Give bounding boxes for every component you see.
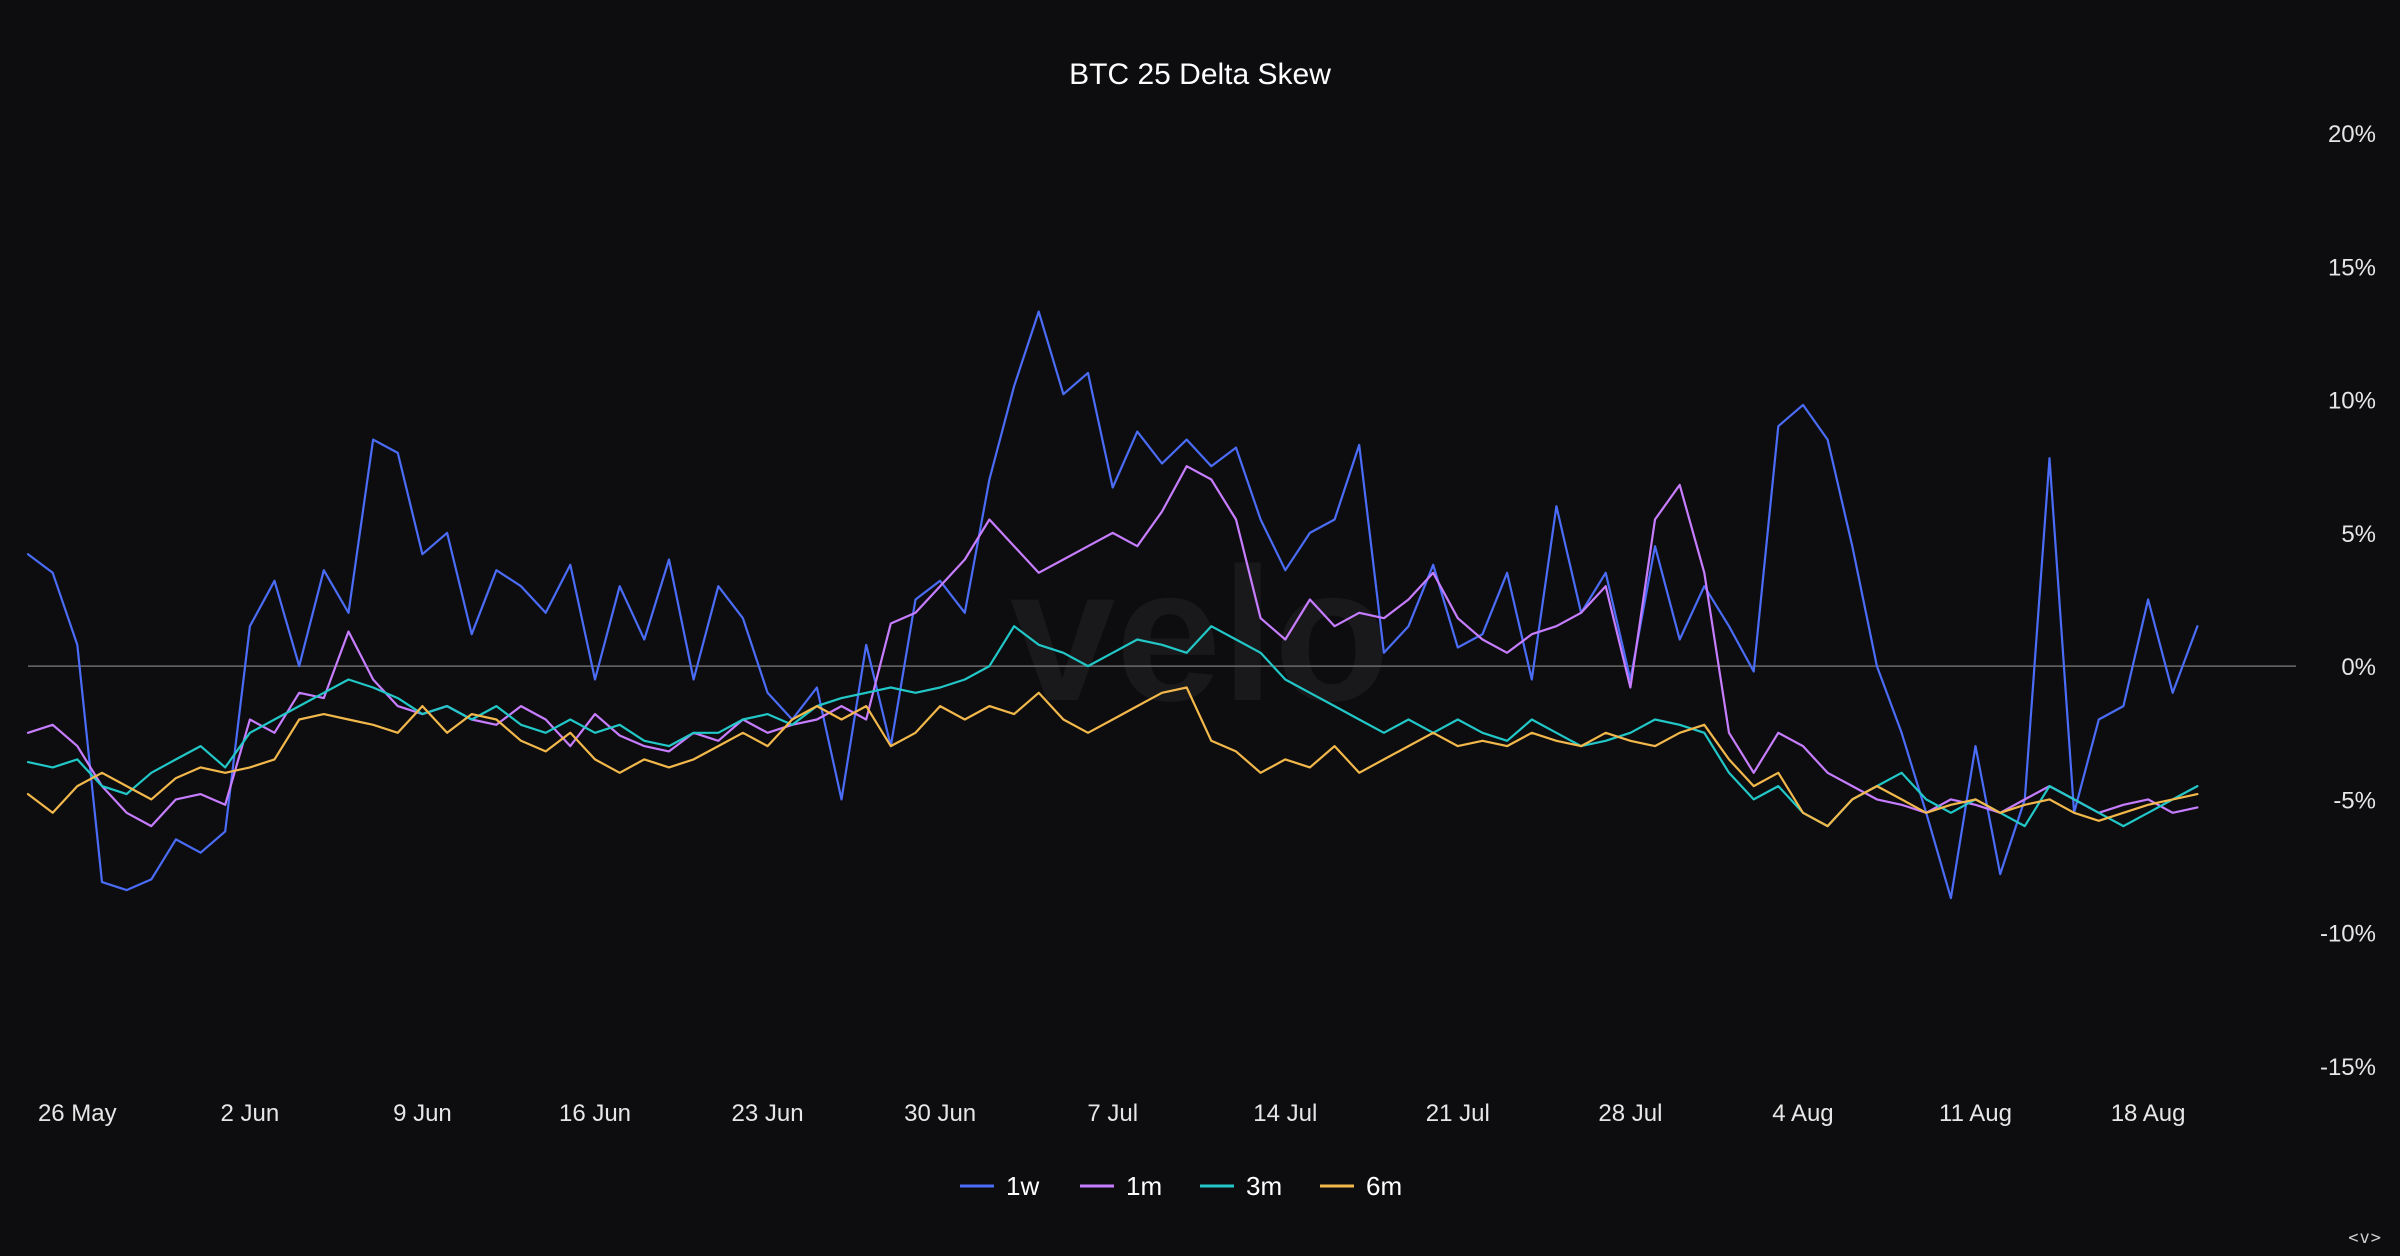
- x-tick-label: 23 Jun: [732, 1100, 804, 1127]
- legend-item-1w[interactable]: 1w: [960, 1171, 1039, 1201]
- x-tick-label: 2 Jun: [221, 1100, 280, 1127]
- y-tick-label: -15%: [2320, 1054, 2376, 1081]
- y-axis: 20% 15% 10% 5% 0% -5% -10% -15%: [2320, 121, 2376, 1081]
- x-axis: 26 May 2 Jun 9 Jun 16 Jun 23 Jun 30 Jun 7 Jul 1…: [38, 1100, 2186, 1127]
- legend-label: 6m: [1366, 1171, 1402, 1201]
- series-group: [26, 310, 2199, 900]
- legend-item-1m[interactable]: 1m: [1080, 1171, 1162, 1201]
- y-tick-label: 20%: [2328, 121, 2376, 148]
- legend[interactable]: 1w 1m 3m 6m: [960, 1171, 1402, 1201]
- y-tick-label: -5%: [2333, 787, 2376, 814]
- legend-label: 3m: [1246, 1171, 1282, 1201]
- x-tick-label: 28 Jul: [1598, 1100, 1662, 1127]
- x-tick-label: 16 Jun: [559, 1100, 631, 1127]
- x-tick-label: 26 May: [38, 1100, 117, 1127]
- watermark: velo: [1010, 529, 1390, 741]
- x-tick-label: 18 Aug: [2111, 1100, 2186, 1127]
- x-tick-label: 7 Jul: [1087, 1100, 1138, 1127]
- y-tick-label: 0%: [2341, 654, 2376, 681]
- legend-label: 1m: [1126, 1171, 1162, 1201]
- chart-title: BTC 25 Delta Skew: [1069, 58, 1331, 91]
- legend-item-3m[interactable]: 3m: [1200, 1171, 1282, 1201]
- y-tick-label: 15%: [2328, 254, 2376, 281]
- x-tick-label: 9 Jun: [393, 1100, 452, 1127]
- series-line-1m: [26, 465, 2199, 828]
- x-tick-label: 11 Aug: [1939, 1100, 2012, 1127]
- legend-label: 1w: [1006, 1171, 1039, 1201]
- y-tick-label: 10%: [2328, 388, 2376, 415]
- x-tick-label: 30 Jun: [904, 1100, 976, 1127]
- brand-mark[interactable]: <v>: [2348, 1228, 2382, 1248]
- y-tick-label: -10%: [2320, 921, 2376, 948]
- y-tick-label: 5%: [2341, 521, 2376, 548]
- x-tick-label: 21 Jul: [1426, 1100, 1490, 1127]
- x-tick-label: 4 Aug: [1772, 1100, 1833, 1127]
- series-line-6m: [26, 686, 2199, 828]
- series-line-1w: [26, 310, 2199, 900]
- x-tick-label: 14 Jul: [1253, 1100, 1317, 1127]
- legend-item-6m[interactable]: 6m: [1320, 1171, 1402, 1201]
